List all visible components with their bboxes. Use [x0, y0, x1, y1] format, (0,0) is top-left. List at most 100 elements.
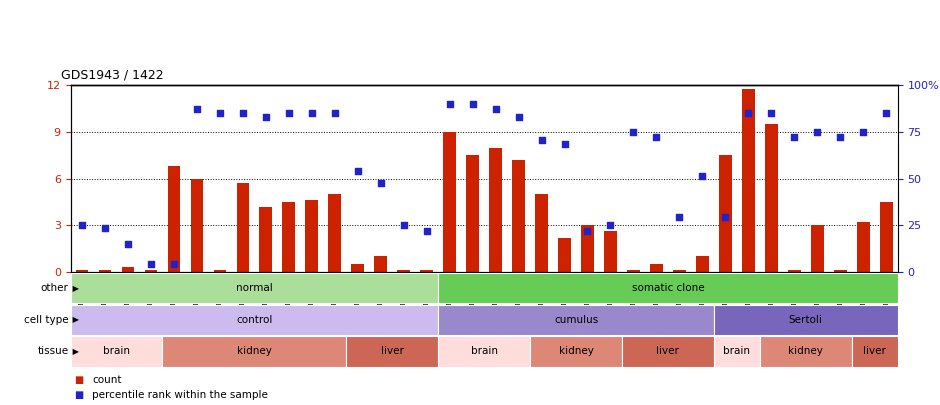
Bar — [834, 270, 847, 272]
Point — [488, 105, 503, 112]
Bar — [346, 336, 438, 367]
Text: somatic clone: somatic clone — [632, 283, 704, 293]
Point — [534, 136, 549, 143]
Point — [649, 134, 664, 140]
Bar — [852, 336, 898, 367]
Text: liver: liver — [863, 346, 886, 356]
Bar — [788, 270, 801, 272]
Bar — [696, 256, 709, 272]
Bar — [673, 270, 685, 272]
Bar — [282, 202, 295, 272]
Bar — [70, 273, 438, 303]
Point — [144, 261, 159, 267]
Text: control: control — [236, 315, 273, 325]
Point — [212, 110, 227, 117]
Bar — [581, 225, 594, 272]
Bar — [713, 336, 760, 367]
Point — [809, 129, 824, 135]
Point — [580, 228, 595, 234]
Text: kidney: kidney — [237, 346, 272, 356]
Bar — [760, 336, 852, 367]
Text: kidney: kidney — [558, 346, 593, 356]
Text: ▶: ▶ — [70, 347, 79, 356]
Bar — [70, 336, 163, 367]
Text: ■: ■ — [75, 390, 87, 400]
Bar — [420, 270, 433, 272]
Bar — [191, 179, 203, 272]
Text: liver: liver — [381, 346, 403, 356]
Point — [718, 214, 733, 221]
Bar — [213, 270, 227, 272]
Point — [603, 222, 618, 228]
Point — [235, 110, 250, 117]
Point — [351, 168, 366, 174]
Point — [833, 134, 848, 140]
Bar — [306, 200, 318, 272]
Point — [442, 101, 457, 107]
Text: brain: brain — [471, 346, 497, 356]
Bar — [530, 336, 622, 367]
Bar — [444, 132, 456, 272]
Bar — [75, 270, 88, 272]
Point — [74, 222, 89, 228]
Text: count: count — [92, 375, 121, 385]
Bar — [489, 147, 502, 272]
Bar — [558, 238, 571, 272]
Text: ▶: ▶ — [70, 315, 79, 324]
Bar — [713, 305, 898, 335]
Bar — [237, 183, 249, 272]
Point — [396, 222, 411, 228]
Point — [764, 110, 779, 117]
Bar — [259, 207, 272, 272]
Bar — [604, 231, 617, 272]
Text: GDS1943 / 1422: GDS1943 / 1422 — [61, 68, 164, 81]
Text: other: other — [40, 283, 69, 293]
Text: cell type: cell type — [24, 315, 69, 325]
Text: cumulus: cumulus — [554, 315, 598, 325]
Point — [879, 110, 894, 117]
Bar — [742, 89, 755, 272]
Bar — [328, 194, 341, 272]
Point — [120, 241, 135, 247]
Point — [98, 225, 113, 232]
Text: ▶: ▶ — [70, 284, 79, 293]
Bar — [765, 124, 777, 272]
Bar — [512, 160, 525, 272]
Text: Sertoli: Sertoli — [789, 315, 822, 325]
Point — [258, 113, 274, 120]
Bar — [535, 194, 548, 272]
Bar — [438, 273, 898, 303]
Point — [672, 214, 687, 221]
Point — [787, 134, 802, 140]
Bar — [167, 166, 180, 272]
Bar — [857, 222, 870, 272]
Point — [189, 105, 204, 112]
Bar — [622, 336, 713, 367]
Point — [626, 129, 641, 135]
Bar — [352, 264, 364, 272]
Bar — [438, 305, 713, 335]
Bar — [145, 270, 157, 272]
Point — [373, 180, 388, 186]
Point — [465, 101, 480, 107]
Point — [305, 110, 320, 117]
Text: normal: normal — [236, 283, 273, 293]
Text: brain: brain — [103, 346, 130, 356]
Text: kidney: kidney — [789, 346, 823, 356]
Text: percentile rank within the sample: percentile rank within the sample — [92, 390, 268, 400]
Point — [281, 110, 296, 117]
Bar — [121, 267, 134, 272]
Point — [511, 113, 526, 120]
Point — [419, 228, 434, 234]
Bar — [650, 264, 663, 272]
Bar — [466, 155, 478, 272]
Bar — [811, 225, 823, 272]
Text: brain: brain — [724, 346, 750, 356]
Bar — [70, 305, 438, 335]
Text: ■: ■ — [75, 375, 87, 385]
Point — [855, 129, 870, 135]
Bar — [374, 256, 387, 272]
Text: tissue: tissue — [38, 346, 69, 356]
Point — [327, 110, 342, 117]
Bar — [880, 202, 892, 272]
